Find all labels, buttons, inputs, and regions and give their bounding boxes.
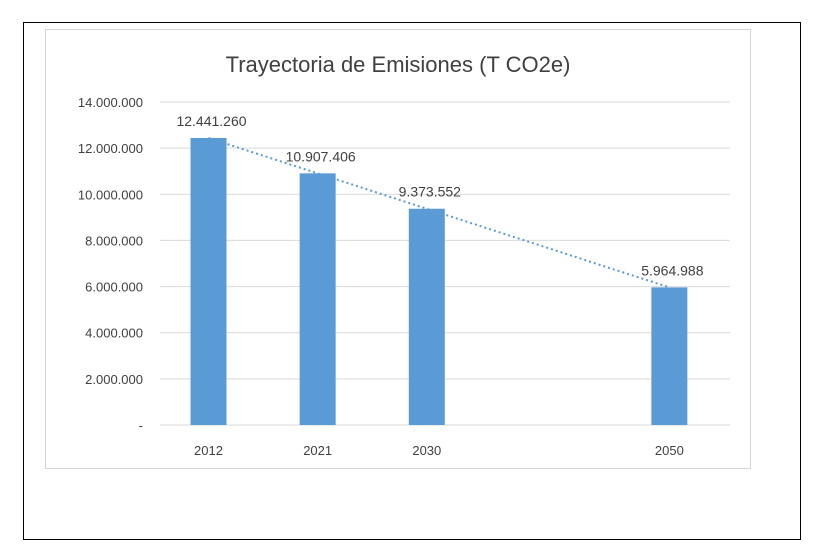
y-tick-label: 6.000.000 [85, 280, 143, 295]
bar [190, 137, 227, 426]
data-label: 9.373.552 [399, 184, 461, 200]
x-tick-label: 2021 [303, 443, 332, 458]
y-tick-label: 12.000.000 [78, 141, 143, 156]
y-tick-label: 4.000.000 [85, 326, 143, 341]
y-axis-tick-labels: - 2.000.000 4.000.000 6.000.000 8.000.000 10.… [78, 95, 143, 433]
y-tick-label: 2.000.000 [85, 372, 143, 387]
trendline [208, 137, 670, 289]
x-tick-label: 2012 [194, 443, 223, 458]
x-tick-label: 2050 [655, 443, 684, 458]
y-tick-label: 14.000.000 [78, 95, 143, 110]
gridlines [160, 101, 730, 426]
x-tick-label: 2030 [412, 443, 441, 458]
trendline-path [208, 137, 670, 289]
y-tick-label: 10.000.000 [78, 187, 143, 202]
bar [299, 173, 336, 425]
y-tick-label: - [139, 418, 143, 433]
bars [190, 137, 688, 426]
data-label: 12.441.260 [176, 113, 246, 129]
data-label: 10.907.406 [286, 148, 356, 164]
bar [408, 208, 445, 425]
chart-title: Trayectoria de Emisiones (T CO2e) [226, 52, 571, 77]
x-axis-tick-labels: 2012 2021 2030 2050 [194, 443, 684, 458]
bar [651, 287, 688, 425]
data-labels: 12.441.260 10.907.406 9.373.552 5.964.988 [176, 113, 703, 278]
y-tick-label: 8.000.000 [85, 233, 143, 248]
data-label: 5.964.988 [641, 262, 703, 278]
